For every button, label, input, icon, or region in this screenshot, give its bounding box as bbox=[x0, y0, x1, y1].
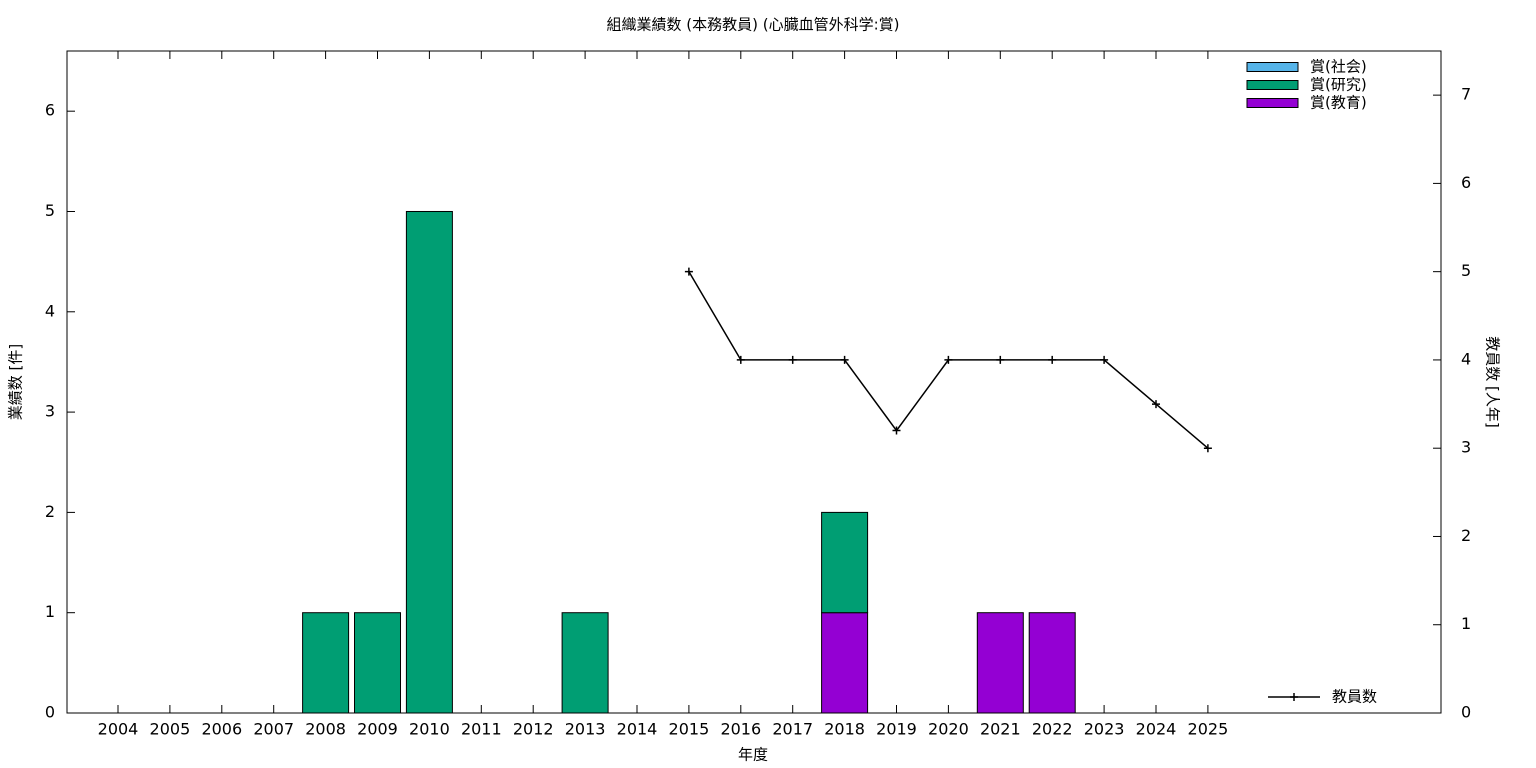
x-tick-label: 2013 bbox=[565, 720, 606, 739]
x-tick-label: 2020 bbox=[928, 720, 969, 739]
point bbox=[736, 355, 745, 364]
plot-frame bbox=[66, 50, 1442, 714]
legend-swatch bbox=[1246, 62, 1299, 72]
x-tick-label: 2023 bbox=[1084, 720, 1125, 739]
point bbox=[1152, 400, 1160, 409]
point bbox=[892, 426, 901, 435]
y-tick-label: 2 bbox=[45, 502, 55, 521]
point bbox=[1203, 444, 1212, 453]
chart-title: 組織業績数 (本務教員) (心臓血管外科学:賞) bbox=[607, 16, 900, 34]
point bbox=[1048, 355, 1057, 364]
bar bbox=[405, 210, 453, 714]
x-tick-label: 2010 bbox=[409, 720, 450, 739]
y2-tick-label: 7 bbox=[1461, 85, 1471, 104]
y2-tick-label: 0 bbox=[1461, 703, 1471, 722]
x-tick-label: 2016 bbox=[720, 720, 761, 739]
point bbox=[840, 355, 849, 364]
bar bbox=[976, 612, 1024, 714]
bar bbox=[561, 612, 609, 714]
y2-axis-label: 教員数 [人年] bbox=[1484, 336, 1502, 427]
point bbox=[944, 355, 953, 364]
x-tick-label: 2018 bbox=[824, 720, 865, 739]
x-tick-label: 2015 bbox=[669, 720, 710, 739]
y-tick-label: 5 bbox=[45, 201, 55, 220]
bar bbox=[354, 612, 401, 714]
y-tick-label: 3 bbox=[45, 402, 55, 421]
legend-label: 教員数 bbox=[1332, 688, 1377, 706]
point bbox=[1100, 355, 1109, 364]
y-axis-label: 業績数 [件] bbox=[7, 344, 25, 420]
x-tick-label: 2014 bbox=[617, 720, 658, 739]
y-tick-label: 1 bbox=[45, 602, 55, 621]
x-tick-label: 2006 bbox=[201, 720, 242, 739]
x-tick-label: 2009 bbox=[357, 720, 398, 739]
legend-label: 賞(社会) bbox=[1310, 58, 1367, 76]
point bbox=[684, 267, 693, 276]
x-tick-label: 2004 bbox=[98, 720, 139, 739]
y2-tick-label: 5 bbox=[1461, 261, 1471, 280]
y2-tick-label: 2 bbox=[1461, 526, 1471, 545]
legend-label: 賞(教育) bbox=[1310, 94, 1367, 112]
bar bbox=[821, 612, 869, 714]
bar bbox=[1028, 612, 1076, 714]
legend-swatch bbox=[1246, 80, 1299, 90]
x-tick-label: 2011 bbox=[461, 720, 502, 739]
x-tick-label: 2017 bbox=[772, 720, 813, 739]
bar bbox=[302, 612, 350, 714]
x-tick-label: 2007 bbox=[253, 720, 294, 739]
y2-tick-label: 1 bbox=[1461, 614, 1471, 633]
y2-tick-label: 3 bbox=[1461, 438, 1471, 457]
x-tick-label: 2021 bbox=[980, 720, 1021, 739]
y2-tick-label: 6 bbox=[1461, 173, 1471, 192]
point bbox=[996, 355, 1005, 364]
y-tick-label: 0 bbox=[45, 703, 55, 722]
x-tick-label: 2008 bbox=[305, 720, 346, 739]
legend-label: 賞(研究) bbox=[1310, 76, 1367, 94]
x-tick-label: 2024 bbox=[1136, 720, 1177, 739]
y-tick-label: 4 bbox=[45, 301, 55, 320]
x-tick-label: 2022 bbox=[1032, 720, 1073, 739]
x-tick-label: 2025 bbox=[1188, 720, 1229, 739]
bar bbox=[821, 511, 869, 614]
x-tick-label: 2012 bbox=[513, 720, 554, 739]
y-tick-label: 6 bbox=[45, 101, 55, 120]
point bbox=[788, 355, 797, 364]
y2-tick-label: 4 bbox=[1461, 349, 1471, 368]
legend-point bbox=[1290, 693, 1298, 701]
x-axis-label: 年度 bbox=[738, 746, 768, 764]
x-tick-label: 2005 bbox=[150, 720, 191, 739]
legend-swatch bbox=[1246, 98, 1299, 108]
x-tick-label: 2019 bbox=[876, 720, 917, 739]
